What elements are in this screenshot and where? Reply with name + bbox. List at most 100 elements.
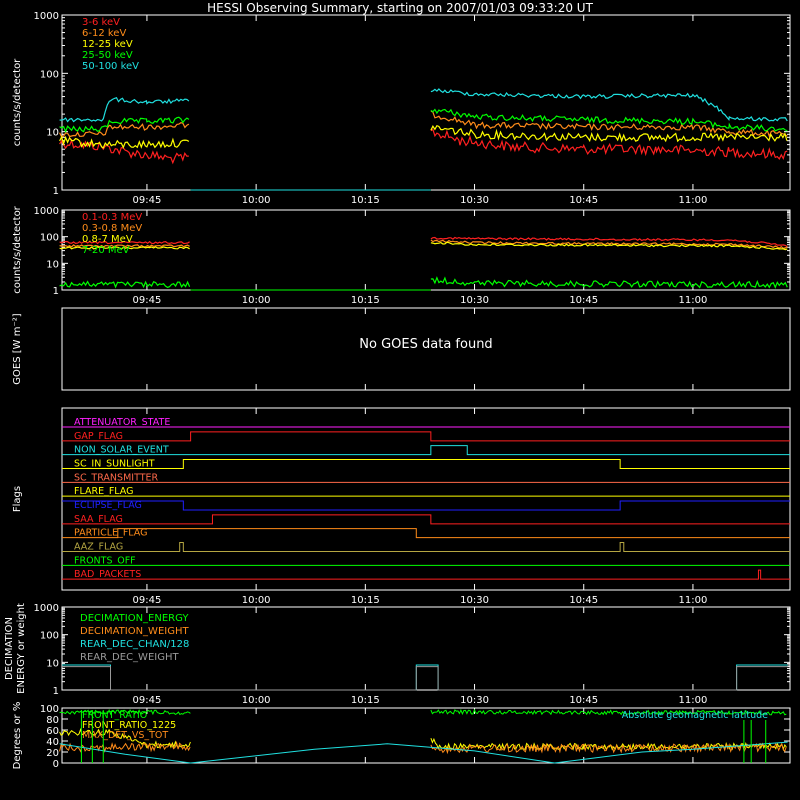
- y-tick-label: 20: [46, 748, 59, 759]
- legend-entry: 0.3-0.8 MeV: [82, 223, 142, 234]
- series-line: [430, 239, 788, 249]
- y-tick-label: 60: [46, 726, 59, 737]
- series-line: [59, 244, 190, 248]
- x-tick-label: 10:30: [460, 695, 489, 706]
- flag-line: [62, 542, 790, 552]
- y-tick-label: 1: [53, 186, 59, 197]
- x-tick-label: 10:15: [351, 595, 380, 606]
- legend-entry: 0.8-7 MeV: [82, 234, 133, 245]
- y-tick-label: 1000: [34, 206, 59, 217]
- flag-label: PARTICLE_FLAG: [74, 528, 147, 539]
- flag-line: [62, 514, 790, 525]
- legend-entry: 3-6 keV: [82, 17, 120, 28]
- legend-entry: REAR_DEC_CHAN/128: [80, 639, 189, 650]
- flag-label: SC_TRANSMITTER: [74, 472, 159, 483]
- y-tick-label: 0: [53, 759, 59, 770]
- legend-entry: DECIMATION_ENERGY: [80, 613, 189, 624]
- x-tick-label: 09:45: [133, 195, 162, 206]
- series-line: [59, 240, 190, 245]
- series-line: [430, 88, 788, 122]
- y-tick-label: 80: [46, 715, 59, 726]
- y-axis-label: Flags: [12, 486, 23, 512]
- flag-line: [62, 528, 790, 539]
- no-data-message: No GOES data found: [359, 337, 492, 352]
- legend-entry: REAR_DEC_WEIGHT: [80, 652, 179, 663]
- y-axis-label: counts/s/detector: [12, 58, 23, 146]
- series-line: [62, 666, 788, 691]
- panel-frame: [61, 707, 791, 764]
- legend-entry: FRONT_RATIO_1225: [82, 720, 176, 731]
- flag-label: FRONTS_OFF: [74, 555, 136, 566]
- x-tick-label: 10:15: [351, 195, 380, 206]
- y-tick-label: 40: [46, 737, 59, 748]
- panel-frame: [61, 407, 791, 591]
- series-line: [430, 241, 788, 251]
- series-line: [59, 741, 788, 764]
- series-line: [59, 280, 191, 289]
- x-tick-label: 10:00: [242, 195, 271, 206]
- legend-entry: 25-50 keV: [82, 50, 133, 61]
- legend-entry: MAX_DET_VS_TOT: [82, 730, 168, 741]
- x-tick-label: 11:00: [679, 595, 708, 606]
- legend-entry: DECIMATION_WEIGHT: [80, 626, 189, 637]
- flag-label: SC_IN_SUNLIGHT: [74, 459, 155, 470]
- series-line: [59, 246, 190, 250]
- legend-entry: FRONT_RATIO: [82, 710, 147, 721]
- flag-line: [62, 459, 790, 469]
- x-tick-label: 10:15: [351, 695, 380, 706]
- y-tick-label: 10: [46, 259, 59, 270]
- y-tick-label: 10: [46, 658, 59, 669]
- y-tick-label: 100: [40, 69, 59, 80]
- flag-label: AAZ_FLAG: [74, 542, 123, 553]
- series-line: [59, 96, 190, 123]
- y-tick-label: 100: [40, 704, 59, 715]
- panel-frame: [61, 307, 791, 391]
- y-axis-label: ENERGY or weight: [16, 603, 27, 694]
- flag-line: [62, 500, 790, 511]
- x-tick-label: 10:00: [242, 295, 271, 306]
- x-tick-label: 10:30: [460, 295, 489, 306]
- x-tick-label: 10:00: [242, 595, 271, 606]
- y-tick-label: 100: [40, 631, 59, 642]
- legend-entry: 0.1-0.3 MeV: [82, 212, 142, 223]
- series-line: [59, 122, 190, 138]
- latitude-annotation: Absolute geomagnetic latitude: [622, 710, 768, 721]
- series-line: [430, 236, 788, 248]
- x-tick-label: 10:45: [569, 695, 598, 706]
- series-line: [430, 108, 788, 132]
- flag-label: FLARE_FLAG: [74, 486, 134, 497]
- flag-label: BAD_PACKETS: [74, 569, 141, 580]
- x-tick-label: 11:00: [679, 695, 708, 706]
- y-axis-label: DECIMATION: [4, 617, 15, 680]
- x-tick-label: 10:15: [351, 295, 380, 306]
- x-tick-label: 10:45: [569, 595, 598, 606]
- x-tick-label: 10:30: [460, 195, 489, 206]
- x-tick-label: 10:00: [242, 695, 271, 706]
- x-tick-label: 10:45: [569, 295, 598, 306]
- x-tick-label: 09:45: [133, 695, 162, 706]
- y-tick-label: 100: [40, 233, 59, 244]
- series-line: [59, 116, 190, 134]
- y-tick-label: 1000: [34, 11, 59, 22]
- y-tick-label: 10: [46, 128, 59, 139]
- y-axis-label: GOES [W m⁻²]: [12, 313, 23, 384]
- series-line: [430, 124, 788, 143]
- plot-title: HESSI Observing Summary, starting on 200…: [207, 1, 593, 15]
- y-tick-label: 1: [53, 686, 59, 697]
- panels-layer: 09:45 10:00 10:15 10:30 10:45 11:001101001000…: [4, 11, 791, 770]
- flag-label: SAA_FLAG: [74, 514, 123, 525]
- series-line: [430, 128, 788, 161]
- flag-line: [62, 569, 790, 580]
- legend-entry: 12-25 keV: [82, 39, 133, 50]
- flag-label: ECLIPSE_FLAG: [74, 500, 142, 511]
- y-tick-label: 1000: [34, 603, 59, 614]
- series-line: [430, 110, 788, 138]
- legend-entry: 6-12 keV: [82, 28, 126, 39]
- x-tick-label: 11:00: [679, 295, 708, 306]
- x-tick-label: 11:00: [679, 195, 708, 206]
- flag-line: [62, 431, 790, 442]
- series-line: [59, 135, 190, 149]
- x-tick-label: 10:30: [460, 595, 489, 606]
- series-line: [430, 276, 788, 289]
